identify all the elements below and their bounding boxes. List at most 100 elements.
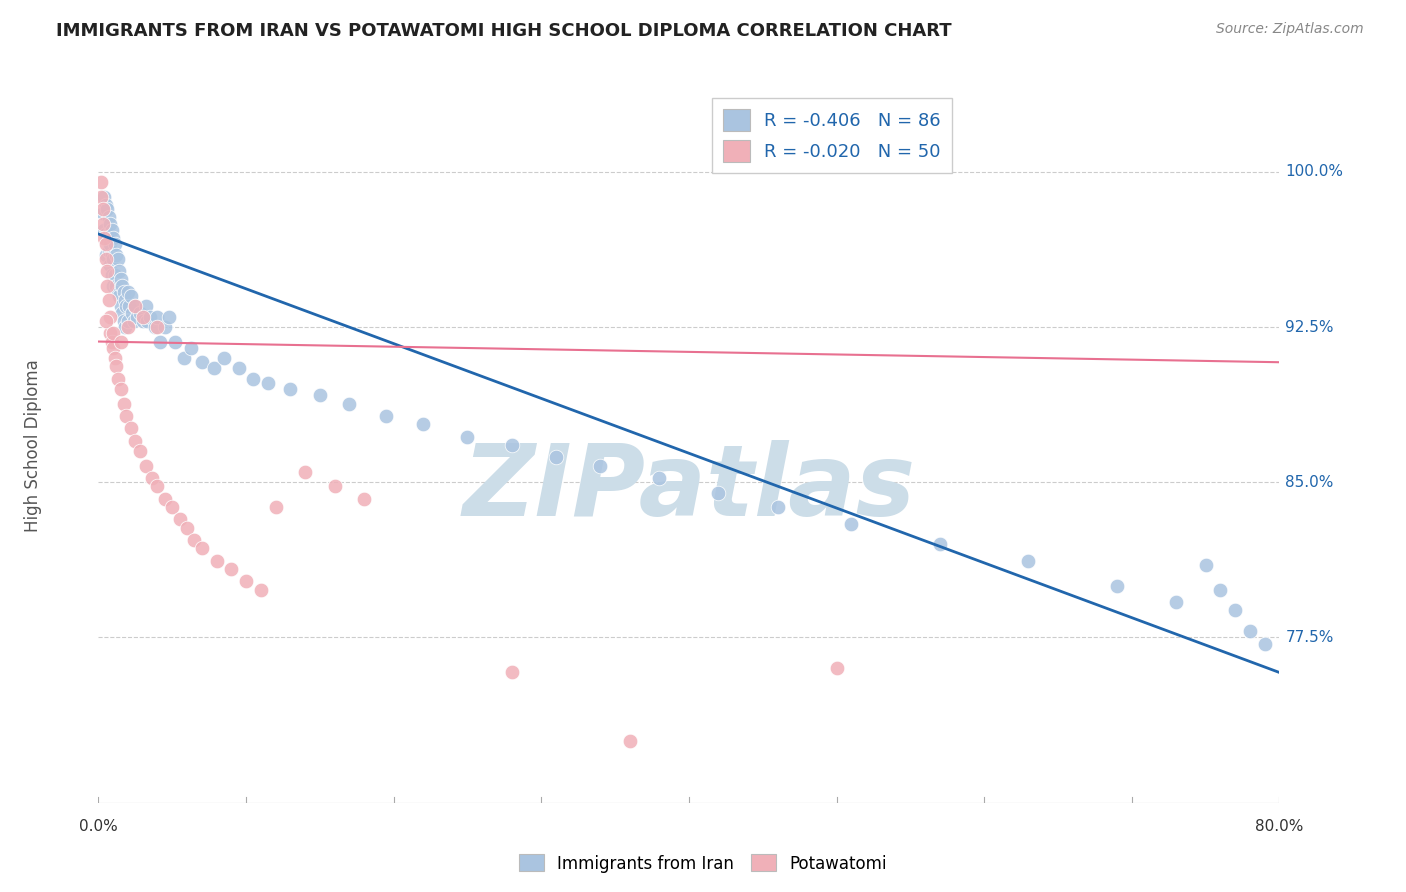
Point xyxy=(1105,579,1128,593)
Point xyxy=(128,444,150,458)
Point xyxy=(146,479,169,493)
Point xyxy=(94,198,117,212)
Point xyxy=(176,521,198,535)
Point xyxy=(501,665,523,680)
Point xyxy=(107,252,129,266)
Point xyxy=(139,310,162,324)
Point xyxy=(108,289,131,303)
Point xyxy=(91,217,114,231)
Point xyxy=(128,305,150,319)
Legend: R = -0.406   N = 86, R = -0.020   N = 50: R = -0.406 N = 86, R = -0.020 N = 50 xyxy=(711,98,952,173)
Point xyxy=(124,299,146,313)
Point xyxy=(108,264,131,278)
Point xyxy=(115,299,138,313)
Point xyxy=(228,361,250,376)
Point xyxy=(825,661,848,675)
Point xyxy=(112,314,135,328)
Point xyxy=(103,326,125,341)
Point xyxy=(97,293,120,308)
Point xyxy=(98,326,121,341)
Point xyxy=(90,190,112,204)
Point xyxy=(97,227,120,241)
Text: 92.5%: 92.5% xyxy=(1285,319,1334,334)
Point xyxy=(589,458,612,473)
Point xyxy=(96,202,118,216)
Point xyxy=(146,320,169,334)
Point xyxy=(98,310,121,324)
Point xyxy=(112,396,135,410)
Point xyxy=(183,533,205,548)
Point xyxy=(309,388,332,402)
Point xyxy=(235,574,257,589)
Point xyxy=(191,541,214,556)
Point xyxy=(104,351,127,365)
Point xyxy=(111,305,134,319)
Point xyxy=(544,450,567,465)
Point xyxy=(928,537,950,551)
Point xyxy=(104,268,127,283)
Point xyxy=(125,310,148,324)
Point xyxy=(115,409,138,423)
Point xyxy=(456,430,478,444)
Point xyxy=(103,341,125,355)
Point xyxy=(118,299,141,313)
Point xyxy=(839,516,862,531)
Point xyxy=(135,458,157,473)
Point xyxy=(96,278,118,293)
Point xyxy=(294,465,316,479)
Point xyxy=(180,341,202,355)
Point xyxy=(110,334,132,349)
Point xyxy=(124,299,146,313)
Point xyxy=(103,278,125,293)
Point xyxy=(93,223,115,237)
Point xyxy=(110,382,132,396)
Point xyxy=(141,471,163,485)
Point xyxy=(412,417,434,432)
Text: 85.0%: 85.0% xyxy=(1285,475,1334,490)
Point xyxy=(91,202,114,216)
Point xyxy=(337,396,360,410)
Text: High School Diploma: High School Diploma xyxy=(24,359,42,533)
Point xyxy=(93,231,115,245)
Point xyxy=(105,359,128,374)
Point xyxy=(110,272,132,286)
Point xyxy=(169,512,191,526)
Point xyxy=(107,285,129,299)
Point xyxy=(146,310,169,324)
Point xyxy=(173,351,195,365)
Point xyxy=(323,479,346,493)
Point xyxy=(202,361,225,376)
Point xyxy=(121,305,143,319)
Point xyxy=(105,278,128,293)
Point xyxy=(149,334,172,349)
Point xyxy=(205,554,228,568)
Point xyxy=(132,314,155,328)
Point xyxy=(114,320,136,334)
Point xyxy=(250,582,273,597)
Point xyxy=(90,175,112,189)
Point xyxy=(1209,582,1232,597)
Point xyxy=(242,372,264,386)
Point xyxy=(103,231,125,245)
Point xyxy=(132,310,155,324)
Point xyxy=(120,289,142,303)
Text: Source: ZipAtlas.com: Source: ZipAtlas.com xyxy=(1216,22,1364,37)
Point xyxy=(1254,636,1277,650)
Point xyxy=(619,733,641,747)
Text: ZIPatlas: ZIPatlas xyxy=(463,441,915,537)
Legend: Immigrants from Iran, Potawatomi: Immigrants from Iran, Potawatomi xyxy=(512,847,894,880)
Point xyxy=(191,355,214,369)
Point xyxy=(212,351,235,365)
Point xyxy=(100,334,122,349)
Point xyxy=(100,268,122,283)
Point xyxy=(94,248,117,262)
Point xyxy=(97,244,120,258)
Point xyxy=(153,320,176,334)
Point xyxy=(135,299,157,313)
Point xyxy=(157,310,180,324)
Text: 80.0%: 80.0% xyxy=(1256,820,1303,834)
Point xyxy=(103,252,125,266)
Point xyxy=(100,223,122,237)
Point xyxy=(91,206,114,220)
Text: 77.5%: 77.5% xyxy=(1285,630,1334,645)
